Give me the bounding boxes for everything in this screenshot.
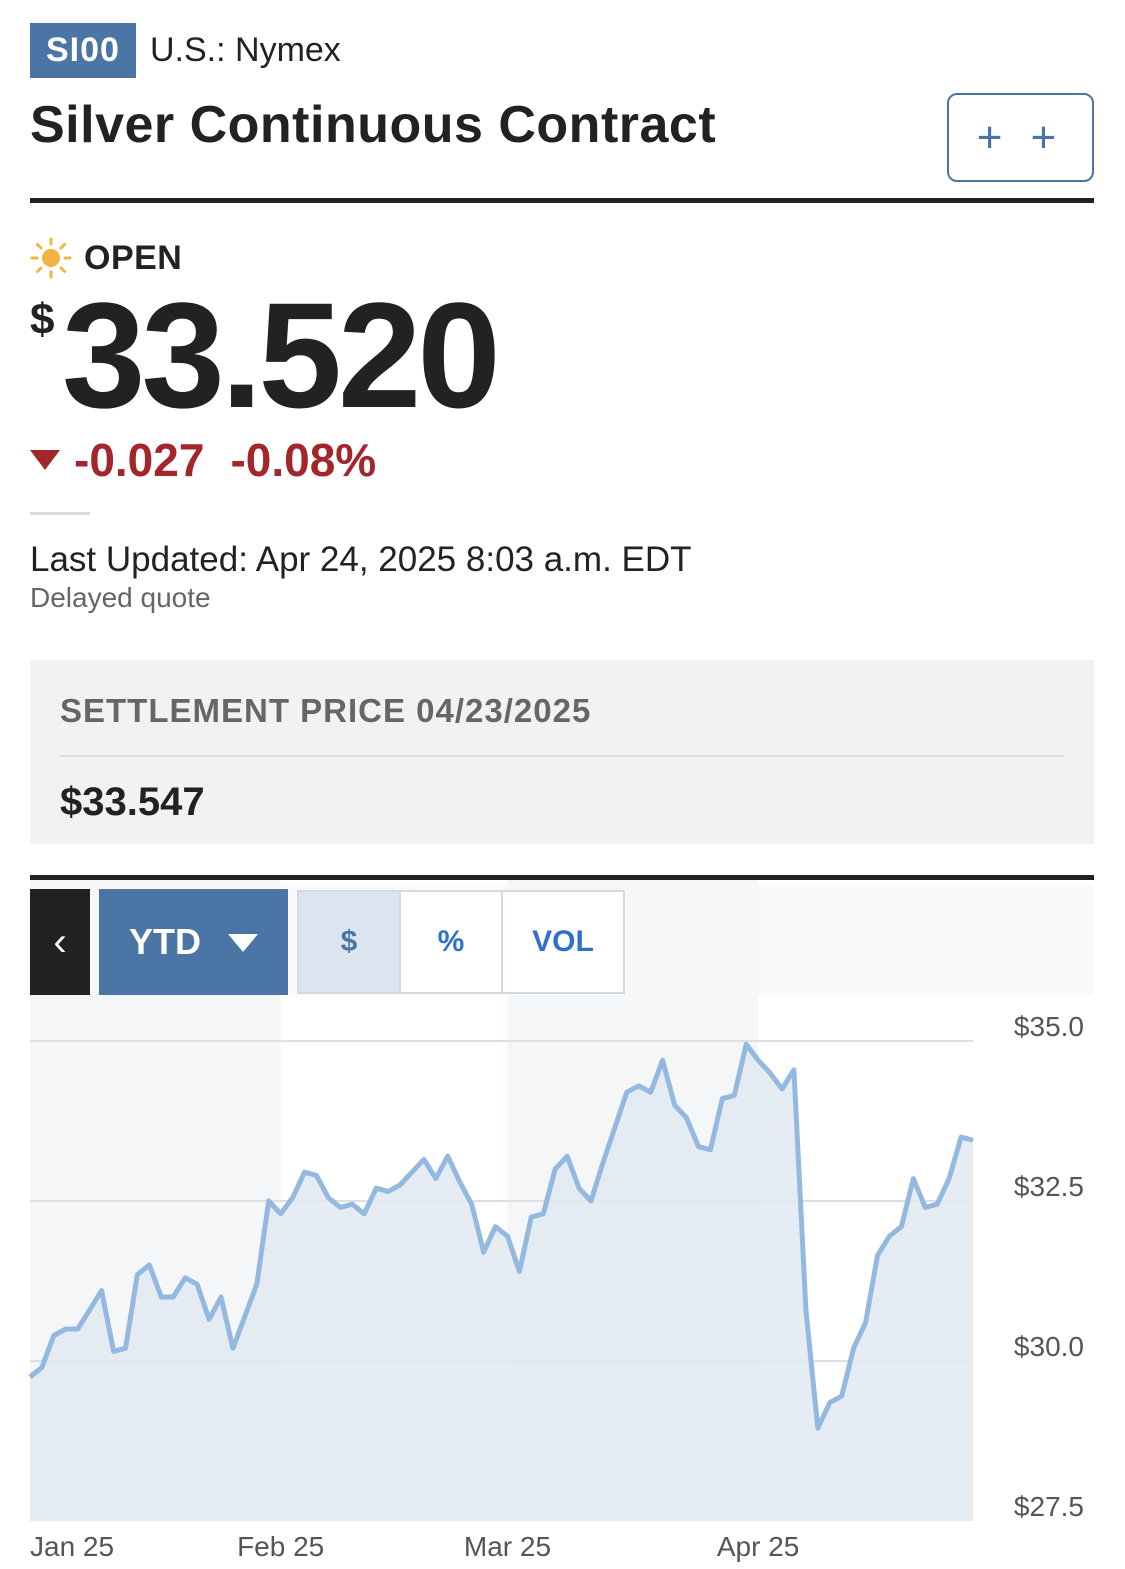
time-range-dropdown[interactable]: YTD	[99, 889, 288, 995]
price-line	[28, 1041, 974, 1431]
sun-icon	[30, 237, 72, 279]
change-value: -0.027	[74, 434, 205, 486]
y-tick-label: $35.0	[1014, 1011, 1084, 1042]
change-percent: -0.08%	[230, 434, 377, 486]
divider	[30, 512, 90, 515]
quote-header: SI00 U.S.: Nymex Silver Continuous Contr…	[30, 23, 1094, 205]
mode-volume-button[interactable]: VOL	[503, 892, 623, 992]
y-tick-label: $30.0	[1014, 1331, 1084, 1362]
y-tick-label: $27.5	[1014, 1491, 1084, 1522]
exchange-label: U.S.: Nymex	[150, 31, 341, 69]
time-range-label: YTD	[129, 921, 201, 962]
price-area	[30, 1044, 973, 1521]
last-price: 33.520	[62, 271, 501, 439]
y-tick-label: $32.5	[1014, 1171, 1084, 1202]
settlement-label: SETTLEMENT PRICE 04/23/2025	[60, 692, 592, 729]
x-tick-label: Mar 25	[464, 1531, 551, 1562]
ticker-badge: SI00	[30, 23, 136, 78]
settlement-panel: SETTLEMENT PRICE 04/23/2025 $33.547	[30, 660, 1094, 844]
market-status: OPEN	[30, 236, 182, 280]
mode-percent-button[interactable]: %	[401, 892, 503, 992]
x-tick-label: Feb 25	[237, 1531, 324, 1562]
chart-mode-toggle: $ % VOL	[297, 890, 625, 994]
header-divider	[30, 198, 1094, 203]
status-text: OPEN	[84, 238, 183, 277]
mode-dollar-button[interactable]: $	[299, 892, 401, 992]
settlement-value: $33.547	[60, 780, 205, 824]
add-to-watchlist-button[interactable]: + +	[947, 93, 1094, 182]
chart-divider	[30, 875, 1094, 880]
page-title: Silver Continuous Contract	[30, 96, 717, 154]
down-arrow-icon	[30, 450, 60, 470]
caret-down-icon	[228, 934, 258, 952]
x-tick-label: Apr 25	[717, 1531, 800, 1562]
price-change: -0.027 -0.08%	[30, 434, 377, 486]
chart-back-button[interactable]: ‹	[30, 889, 90, 995]
settlement-divider	[60, 755, 1064, 757]
last-updated: Last Updated: Apr 24, 2025 8:03 a.m. EDT	[30, 540, 692, 579]
currency-symbol: $	[30, 295, 55, 344]
x-tick-label: Jan 25	[30, 1531, 114, 1562]
delayed-quote-note: Delayed quote	[30, 582, 211, 613]
